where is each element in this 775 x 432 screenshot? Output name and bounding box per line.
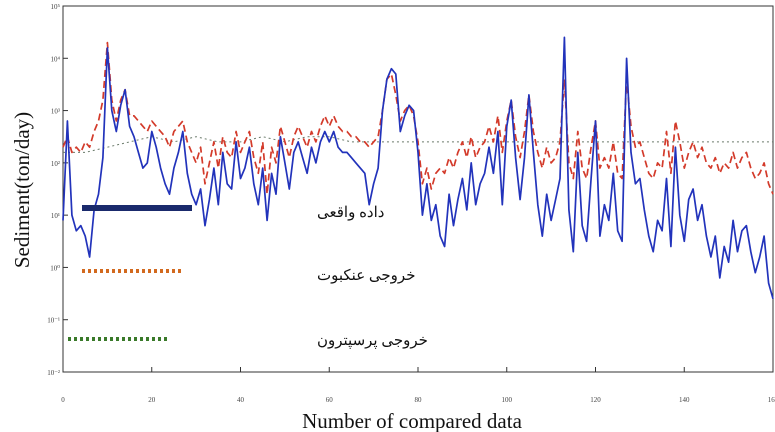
x-tick-label: 80 [415, 396, 423, 404]
plot-frame [62, 5, 774, 373]
x-tick-label: 140 [679, 396, 690, 404]
ticks-layer: 0 20 40 60 80 100 120 140 160 10⁻² 10⁻¹ 10⁰ 10¹ 10² 10… [47, 3, 775, 404]
series-layer [62, 36, 774, 300]
x-tick-label: 100 [502, 396, 513, 404]
x-tick-label: 20 [148, 396, 156, 404]
y-tick-label: 10⁰ [50, 264, 60, 272]
x-tick-label: 120 [590, 396, 601, 404]
series-line-1 [62, 36, 774, 300]
x-axis-label: Number of compared data [302, 409, 523, 432]
x-tick-label: 60 [326, 396, 334, 404]
y-tick-label: 10¹ [51, 212, 60, 220]
y-tick-label: 10² [51, 160, 60, 168]
y-tick-label: 10⁴ [51, 55, 61, 63]
x-tick-label: 40 [237, 396, 245, 404]
y-tick-label: 10⁻¹ [47, 317, 60, 325]
legend: داده واقعی خروجی عنکبوت خروجی پرسپترون [68, 205, 428, 349]
y-tick-label: 10⁵ [51, 3, 61, 11]
x-tick-label: 160 [768, 396, 775, 404]
y-axis-label: Sediment(ton/day) [10, 112, 34, 268]
y-tick-label: 10⁻² [47, 369, 60, 377]
series-line-2 [62, 41, 774, 196]
legend-label-spider: خروجی عنکبوت [317, 268, 415, 284]
legend-label-actual: داده واقعی [317, 205, 384, 221]
legend-label-perceptron: خروجی پرسپترون [317, 333, 428, 349]
y-tick-label: 10³ [51, 108, 60, 116]
x-tick-label: 0 [61, 396, 65, 404]
